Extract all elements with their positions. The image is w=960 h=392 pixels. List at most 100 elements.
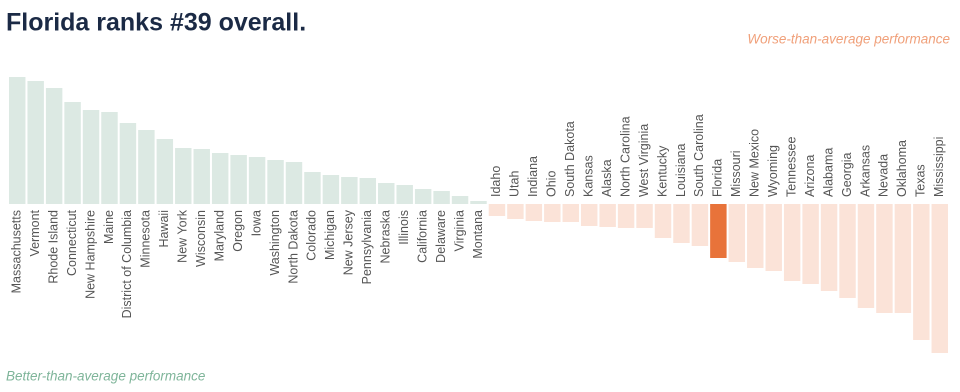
bar	[857, 204, 875, 308]
category-label: Kansas	[582, 155, 596, 197]
bar	[175, 148, 192, 204]
category-label: North Carolina	[618, 116, 632, 197]
category-label: Tennessee	[784, 136, 798, 197]
category-label: Maryland	[212, 210, 226, 261]
category-label: Nebraska	[379, 210, 393, 264]
category-label: Vermont	[28, 209, 42, 256]
bar	[64, 102, 81, 204]
bar	[876, 204, 893, 313]
category-label: Idaho	[489, 166, 503, 197]
bar	[322, 175, 340, 204]
bar	[747, 204, 764, 268]
category-label: Virginia	[452, 210, 466, 252]
bar	[9, 77, 26, 204]
bar	[45, 88, 63, 204]
bar	[156, 139, 174, 204]
bar	[211, 153, 229, 204]
category-label: New Hampshire	[83, 210, 97, 299]
category-label: South Dakota	[563, 121, 577, 197]
category-label: Georgia	[840, 152, 854, 197]
bar	[248, 157, 266, 204]
category-label: North Dakota	[286, 210, 300, 284]
category-label: Mississippi	[932, 137, 946, 197]
category-label: West Virginia	[637, 124, 651, 197]
category-label: Missouri	[729, 150, 743, 197]
bar	[267, 160, 284, 204]
bar	[193, 149, 210, 204]
bar	[101, 112, 118, 204]
category-label: Oregon	[231, 210, 245, 252]
category-label: Alaska	[600, 159, 614, 197]
category-label: Arkansas	[858, 145, 872, 197]
bar	[507, 204, 524, 219]
bar	[525, 204, 543, 221]
bar	[913, 204, 930, 340]
bar	[673, 204, 690, 243]
chart-title: Florida ranks #39 overall.	[6, 9, 306, 37]
category-label: Illinois	[397, 210, 411, 245]
bar	[636, 204, 653, 228]
bar	[894, 204, 912, 313]
category-label: Arizona	[803, 155, 817, 197]
category-label: Massachusetts	[10, 210, 24, 293]
category-label: New Mexico	[748, 129, 762, 197]
bar	[451, 196, 469, 204]
category-label: Montana	[471, 210, 485, 259]
category-label: Wyoming	[766, 145, 780, 197]
bar	[728, 204, 746, 262]
annotation-better: Better-than-average performance	[6, 369, 205, 384]
category-label: Florida	[711, 159, 725, 197]
category-label: District of Columbia	[120, 210, 134, 318]
category-label: Nevada	[877, 154, 891, 197]
category-label: New Jersey	[342, 209, 356, 275]
category-label: Rhode Island	[46, 210, 60, 284]
category-label: Indiana	[526, 156, 540, 197]
category-label: Pennsylvania	[360, 210, 374, 284]
bar	[396, 185, 413, 204]
bar	[820, 204, 838, 291]
category-label: Texas	[914, 164, 928, 197]
category-label: Michigan	[323, 210, 337, 260]
category-label: Colorado	[305, 210, 319, 261]
bar	[562, 204, 579, 222]
category-label: South Carolina	[692, 114, 706, 197]
category-label: Connecticut	[65, 209, 79, 276]
bar	[580, 204, 598, 226]
category-label: Iowa	[249, 210, 263, 236]
bar	[341, 177, 358, 204]
bar	[783, 204, 801, 281]
bar	[304, 172, 321, 204]
bar	[617, 204, 635, 228]
bar	[488, 204, 506, 216]
bar	[285, 162, 303, 204]
bar	[82, 110, 100, 204]
bar	[599, 204, 616, 227]
bar	[710, 204, 727, 258]
bar	[931, 204, 948, 353]
category-label: California	[415, 210, 429, 263]
bar	[765, 204, 782, 271]
category-label: Louisiana	[674, 143, 688, 197]
category-label: Oklahoma	[895, 140, 909, 197]
bar	[470, 201, 487, 204]
bar	[359, 178, 377, 204]
bar	[414, 189, 432, 204]
bar	[544, 204, 561, 222]
bar	[839, 204, 856, 298]
bar	[230, 155, 247, 204]
bar	[138, 130, 155, 204]
category-label: Ohio	[545, 171, 559, 197]
category-label: Washington	[268, 210, 282, 276]
category-label: New York	[176, 209, 190, 263]
bar	[119, 123, 137, 204]
bar	[802, 204, 819, 284]
category-label: Wisconsin	[194, 210, 208, 267]
category-label: Minnesota	[139, 210, 153, 268]
bar	[654, 204, 672, 238]
annotation-worse: Worse-than-average performance	[747, 32, 950, 47]
bar	[433, 191, 450, 204]
category-label: Utah	[508, 171, 522, 197]
category-label: Delaware	[434, 210, 448, 263]
bar	[691, 204, 709, 246]
